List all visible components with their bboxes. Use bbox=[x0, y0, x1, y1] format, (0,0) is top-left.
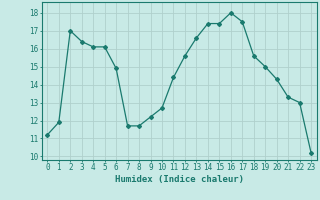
X-axis label: Humidex (Indice chaleur): Humidex (Indice chaleur) bbox=[115, 175, 244, 184]
